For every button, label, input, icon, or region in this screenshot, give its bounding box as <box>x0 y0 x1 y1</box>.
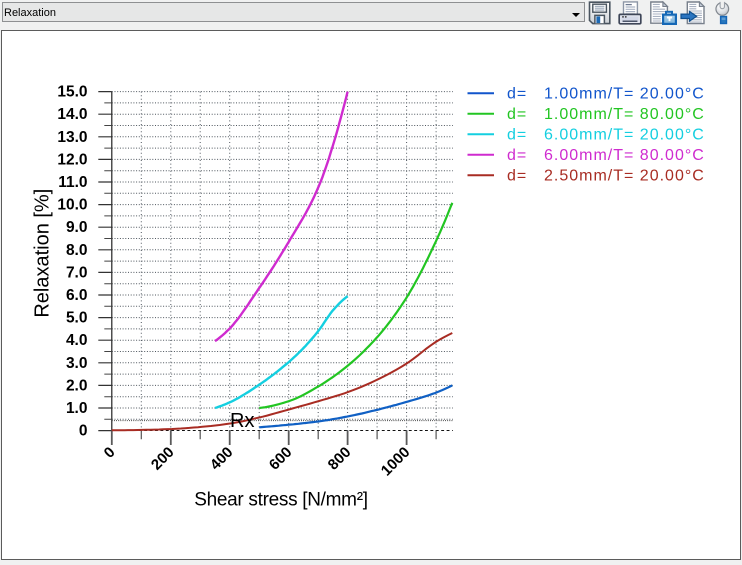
svg-text:8.0: 8.0 <box>66 242 88 259</box>
svg-text:1.00mm/T= 20.00°C: 1.00mm/T= 20.00°C <box>544 85 705 102</box>
svg-text:7.0: 7.0 <box>66 264 88 281</box>
svg-text:1.0: 1.0 <box>66 400 88 417</box>
svg-text:d=: d= <box>507 167 527 184</box>
svg-text:Rx: Rx <box>230 410 254 432</box>
svg-text:Relaxation [%]: Relaxation [%] <box>32 189 54 318</box>
svg-text:6.00mm/T= 80.00°C: 6.00mm/T= 80.00°C <box>544 147 705 164</box>
svg-text:10.0: 10.0 <box>57 197 87 214</box>
svg-text:d=: d= <box>507 85 527 102</box>
svg-text:15.0: 15.0 <box>57 84 87 101</box>
svg-text:d=: d= <box>507 106 527 123</box>
svg-text:9.0: 9.0 <box>66 219 88 236</box>
svg-text:200: 200 <box>148 444 178 474</box>
svg-text:14.0: 14.0 <box>57 106 87 123</box>
svg-text:6.00mm/T= 20.00°C: 6.00mm/T= 20.00°C <box>544 126 705 143</box>
svg-text:0: 0 <box>101 444 119 462</box>
svg-text:4.0: 4.0 <box>66 332 88 349</box>
svg-text:12.0: 12.0 <box>57 151 87 168</box>
svg-text:400: 400 <box>207 444 237 474</box>
svg-text:800: 800 <box>325 444 355 474</box>
svg-text:1000: 1000 <box>378 444 414 480</box>
svg-text:6.0: 6.0 <box>66 287 88 304</box>
svg-text:1.00mm/T= 80.00°C: 1.00mm/T= 80.00°C <box>544 106 705 123</box>
svg-text:Shear stress [N/mm²]: Shear stress [N/mm²] <box>194 490 367 511</box>
svg-text:11.0: 11.0 <box>58 174 87 191</box>
svg-text:d=: d= <box>507 126 527 143</box>
svg-text:2.50mm/T= 20.00°C: 2.50mm/T= 20.00°C <box>544 167 705 184</box>
svg-text:d=: d= <box>507 147 527 164</box>
svg-text:2.0: 2.0 <box>66 377 88 394</box>
svg-text:600: 600 <box>266 444 296 474</box>
svg-text:0: 0 <box>79 423 88 440</box>
svg-text:3.0: 3.0 <box>66 355 88 372</box>
svg-text:5.0: 5.0 <box>66 310 88 327</box>
svg-text:13.0: 13.0 <box>57 129 87 146</box>
